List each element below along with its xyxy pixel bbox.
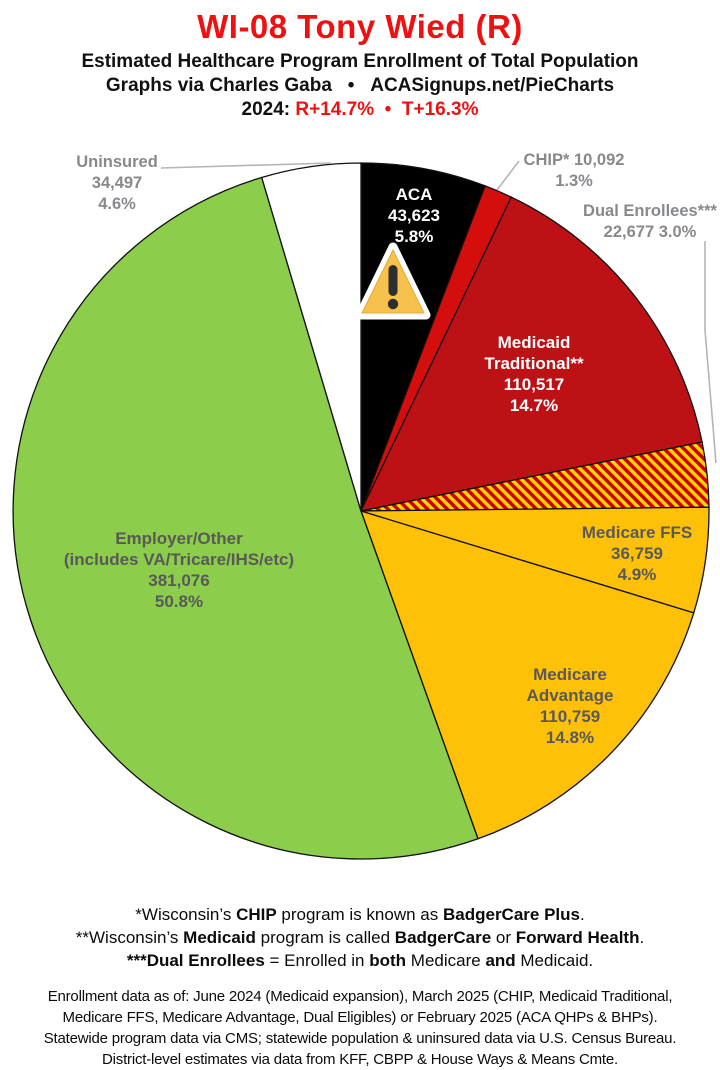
source-note-line: District-level estimates via data from K… — [102, 1051, 618, 1068]
dual-name: Dual Enrollees*** — [583, 202, 717, 220]
aca-slice-label: ACA 43,623 5.8% — [388, 184, 440, 247]
pie-slice-employer-other — [12, 176, 479, 860]
footnote-text: program is known as — [276, 905, 443, 924]
footnote-text: Medicaid. — [515, 951, 594, 970]
employer-enrollment: 381,076 — [148, 571, 210, 590]
footnote-bold: CHIP — [236, 905, 277, 924]
employer-slice-label: Employer/Other (includes VA/Tricare/IHS/… — [64, 528, 294, 612]
partisan-separator: • — [374, 99, 402, 120]
footnote-text: Medicare — [406, 951, 486, 970]
medicare-advantage-name-2: Advantage — [526, 686, 614, 705]
chart-subtitle: Estimated Healthcare Program Enrollment … — [81, 51, 639, 72]
medicaid-name-2: Traditional** — [484, 354, 584, 373]
pie-slice-medicare-advantage — [359, 509, 695, 840]
footnote-chip: *Wisconsin’s CHIP program is known as Ba… — [0, 903, 720, 926]
pie-slice-medicaid-traditional — [359, 196, 703, 512]
uninsured-leader-line — [160, 162, 332, 169]
footnote-medicaid: **Wisconsin’s Medicaid program is called… — [0, 926, 720, 949]
uninsured-enrollment: 34,497 — [91, 174, 143, 192]
medicare-advantage-percent: 14.8% — [545, 728, 595, 747]
chip-name-enrollment: CHIP* 10,092 — [523, 151, 625, 169]
employer-name-1: Employer/Other — [115, 529, 243, 548]
medicare-ffs-name: Medicare FFS — [581, 523, 693, 542]
credit-line: Graphs via Charles Gaba • ACASignups.net… — [105, 75, 615, 96]
medicare-advantage-enrollment: 110,759 — [539, 707, 601, 726]
medicare-advantage-slice-label: Medicare Advantage 110,759 14.8% — [527, 664, 614, 748]
pie-slice-uninsured — [260, 162, 362, 512]
partisan-r-lean: R+14.7% — [295, 99, 375, 120]
medicare-ffs-slice-label: Medicare FFS 36,759 4.9% — [582, 522, 693, 585]
chip-percent: 1.3% — [555, 172, 593, 190]
footnote-bold: Medicaid — [183, 928, 256, 947]
footnote-text: **Wisconsin’s — [75, 928, 184, 947]
source-note: Enrollment data as of: June 2024 (Medica… — [0, 986, 720, 1070]
footnotes: *Wisconsin’s CHIP program is known as Ba… — [0, 903, 720, 972]
employer-name-2: (includes VA/Tricare/IHS/etc) — [63, 550, 295, 569]
footnote-text: . — [579, 905, 585, 924]
footnote-text: *Wisconsin’s — [135, 905, 237, 924]
medicare-ffs-enrollment: 36,759 — [610, 544, 663, 563]
aca-name: ACA — [395, 185, 433, 204]
pie-slices — [12, 162, 710, 860]
leader-lines — [160, 160, 717, 464]
aca-enrollment: 43,623 — [388, 206, 440, 225]
uninsured-percent: 4.6% — [98, 195, 136, 213]
page-title: WI-08 Tony Wied (R) — [197, 8, 523, 45]
partisan-lean-line: 2024: R+14.7% • T+16.3% — [0, 99, 720, 121]
aca-percent: 5.8% — [394, 227, 434, 246]
source-note-line: Medicare FFS, Medicare Advantage, Dual E… — [62, 1009, 658, 1026]
chip-label: CHIP* 10,092 1.3% — [524, 150, 625, 192]
footnote-bold: ***Dual Enrollees — [126, 951, 265, 970]
footnote-bold: and — [485, 951, 516, 970]
footnote-bold: BadgerCare Plus — [442, 905, 580, 924]
uninsured-label: Uninsured 34,497 4.6% — [76, 152, 158, 215]
footnote-text: = Enrolled in — [264, 951, 370, 970]
warning-icon — [355, 242, 431, 320]
chip-leader-line — [496, 160, 520, 191]
dual-enrollment-percent: 22,677 3.0% — [603, 223, 697, 241]
medicaid-name-1: Medicaid — [497, 333, 571, 352]
medicare-advantage-name-1: Medicare — [533, 665, 607, 684]
uninsured-name: Uninsured — [76, 153, 158, 171]
footnote-text: or — [491, 928, 516, 947]
footnote-bold: Forward Health — [515, 928, 640, 947]
source-note-line: Statewide program data via CMS; statewid… — [43, 1030, 677, 1047]
source-note-line: Enrollment data as of: June 2024 (Medica… — [47, 988, 673, 1005]
medicare-ffs-percent: 4.9% — [617, 565, 657, 584]
footnote-text: . — [639, 928, 645, 947]
dual-enrollees-label: Dual Enrollees*** 22,677 3.0% — [583, 201, 717, 243]
footnote-dual: ***Dual Enrollees = Enrolled in both Med… — [0, 949, 720, 972]
partisan-year: 2024: — [241, 99, 296, 120]
employer-percent: 50.8% — [154, 592, 204, 611]
footnote-bold: BadgerCare — [394, 928, 492, 947]
dual-leader-line — [704, 241, 717, 464]
footnote-text: program is called — [255, 928, 395, 947]
medicaid-percent: 14.7% — [509, 396, 559, 415]
medicaid-slice-label: Medicaid Traditional** 110,517 14.7% — [484, 332, 583, 416]
footnote-bold: both — [369, 951, 407, 970]
medicaid-enrollment: 110,517 — [503, 375, 565, 394]
partisan-t-lean: T+16.3% — [401, 99, 479, 120]
